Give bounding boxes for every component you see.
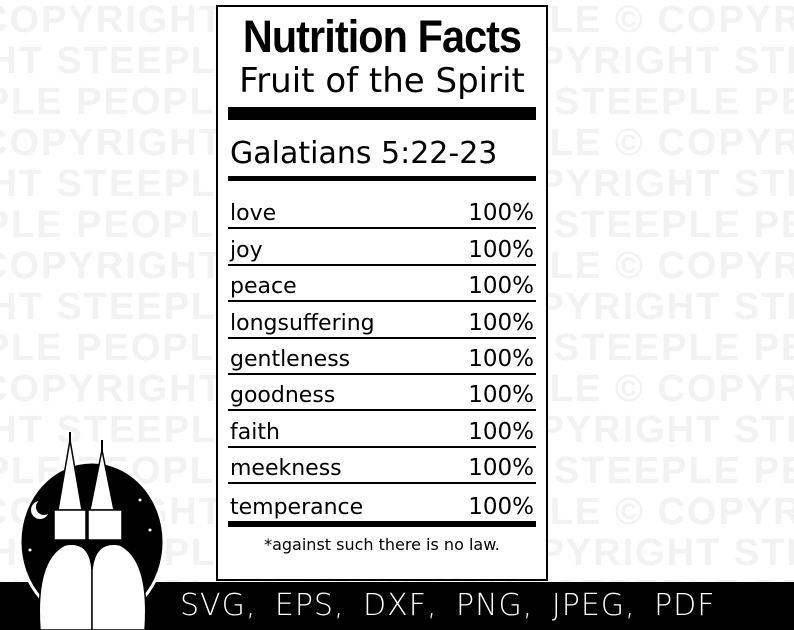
divider <box>228 107 536 120</box>
item-value: 100% <box>468 418 534 445</box>
label-title: Nutrition Facts <box>242 11 522 62</box>
item-value: 100% <box>468 493 534 520</box>
items-list: love 100% joy 100% peace 100% longsuffering 100… <box>228 193 536 521</box>
item-name: gentleness <box>230 346 351 372</box>
item-name: temperance <box>230 494 364 520</box>
footnote: *against such there is no law. <box>264 534 500 554</box>
item-row: faith 100% <box>228 411 536 448</box>
item-value: 100% <box>468 236 534 263</box>
divider <box>228 176 536 181</box>
item-row: peace 100% <box>228 266 536 303</box>
item-row: gentleness 100% <box>228 339 536 375</box>
item-name: faith <box>230 419 280 445</box>
item-name: longsuffering <box>230 310 375 336</box>
item-row: goodness 100% <box>228 375 536 412</box>
item-name: peace <box>230 274 297 300</box>
item-row: love 100% <box>228 193 536 230</box>
steeple-people-logo <box>18 432 166 630</box>
item-row: longsuffering 100% <box>228 302 536 339</box>
item-name: meekness <box>230 456 342 482</box>
nutrition-label: Nutrition Facts Fruit of the Spirit Gala… <box>216 5 548 581</box>
item-value: 100% <box>468 273 534 300</box>
item-name: joy <box>230 237 263 263</box>
item-row: temperance 100% <box>228 484 536 520</box>
item-name: love <box>230 201 277 227</box>
item-name: goodness <box>230 383 336 409</box>
item-value: 100% <box>468 455 534 482</box>
item-row: meekness 100% <box>228 448 536 485</box>
item-value: 100% <box>468 309 534 336</box>
item-value: 100% <box>468 382 534 409</box>
item-value: 100% <box>468 345 534 372</box>
divider <box>228 520 536 527</box>
item-value: 100% <box>468 200 534 227</box>
label-subtitle: Fruit of the Spirit <box>239 61 525 101</box>
scripture-reference: Galatians 5:22-23 <box>230 136 498 171</box>
item-row: joy 100% <box>228 229 536 266</box>
